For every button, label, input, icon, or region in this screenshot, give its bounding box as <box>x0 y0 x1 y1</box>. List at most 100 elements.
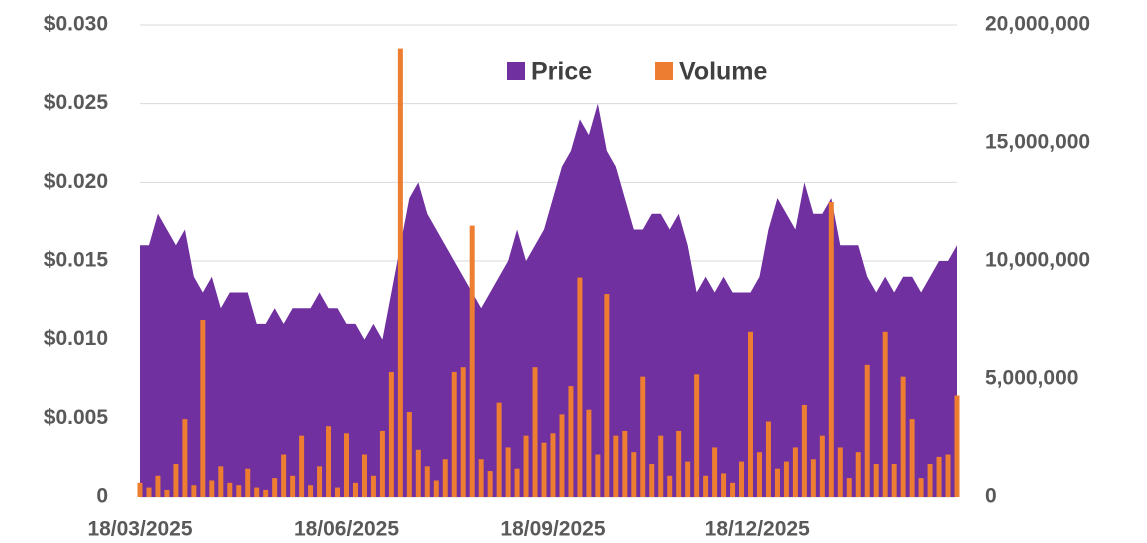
volume-bar <box>209 480 215 497</box>
volume-bar <box>783 461 789 497</box>
volume-bar <box>918 478 924 497</box>
volume-bar <box>721 473 727 497</box>
volume-bar <box>200 320 206 497</box>
volume-bar <box>954 395 960 497</box>
volume-bar <box>712 447 718 497</box>
volume-bar <box>218 466 224 497</box>
volume-bar <box>442 459 448 497</box>
volume-bar <box>927 463 933 497</box>
volume-bar <box>299 435 305 497</box>
volume-bar <box>694 374 700 497</box>
volume-bar <box>361 454 367 497</box>
volume-bar <box>182 419 188 497</box>
volume-bar <box>595 454 601 497</box>
legend-swatch <box>507 62 525 80</box>
volume-bar <box>541 442 547 497</box>
volume-bar <box>586 409 592 497</box>
y-tick-label: $0.005 <box>44 406 109 429</box>
volume-bar <box>945 454 951 497</box>
y2-tick-label: 20,000,000 <box>985 13 1090 36</box>
y-tick-label: $0.030 <box>44 13 108 36</box>
volume-bar <box>155 475 161 497</box>
volume-bar <box>505 447 511 497</box>
volume-bar <box>236 485 242 497</box>
volume-bar <box>164 489 170 497</box>
y-tick-label: 0 <box>96 485 108 508</box>
volume-bar <box>792 447 798 497</box>
volume-bar <box>577 277 583 497</box>
volume-bar <box>469 225 475 497</box>
volume-bar <box>667 475 673 497</box>
volume-bar <box>406 412 412 497</box>
volume-bar <box>837 447 843 497</box>
y-tick-label: $0.010 <box>44 327 108 350</box>
volume-bar <box>433 480 439 497</box>
x-tick-label: 18/06/2025 <box>294 518 399 541</box>
volume-bar <box>613 435 619 497</box>
volume-bar <box>254 487 260 497</box>
volume-bar <box>756 452 762 497</box>
volume-bar <box>936 456 942 497</box>
volume-bar <box>379 430 385 497</box>
volume-bar <box>137 482 143 497</box>
volume-bar <box>487 471 493 497</box>
volume-bar <box>460 367 466 497</box>
volume-bar <box>855 452 861 497</box>
y-tick-label: $0.015 <box>44 249 109 272</box>
legend-label: Volume <box>679 58 768 86</box>
y-tick-label: $0.025 <box>44 91 109 114</box>
y2-tick-label: 5,000,000 <box>985 367 1078 390</box>
volume-bar <box>631 452 637 497</box>
volume-bar <box>514 468 520 497</box>
volume-bar <box>891 463 897 497</box>
x-tick-label: 18/12/2025 <box>705 518 810 541</box>
volume-bar <box>819 435 825 497</box>
volume-bar <box>415 449 421 497</box>
volume-bar <box>451 371 457 497</box>
volume-bar <box>281 454 287 497</box>
volume-bar <box>272 478 278 497</box>
volume-bar <box>676 430 682 497</box>
volume-bar <box>532 367 538 497</box>
y2-tick-label: 0 <box>985 485 997 508</box>
volume-bar <box>703 475 709 497</box>
volume-bar <box>317 466 323 497</box>
volume-bar <box>604 294 610 497</box>
volume-bar <box>846 478 852 497</box>
volume-bar <box>335 487 341 497</box>
volume-bar <box>227 482 233 497</box>
volume-bar <box>263 489 269 497</box>
volume-bar <box>173 463 179 497</box>
volume-bar <box>568 386 574 497</box>
y2-tick-label: 15,000,000 <box>985 131 1090 154</box>
volume-bar <box>478 459 484 497</box>
volume-bar <box>810 459 816 497</box>
volume-bar <box>352 482 358 497</box>
volume-bar <box>882 331 888 497</box>
volume-bar <box>388 371 394 497</box>
volume-bar <box>774 468 780 497</box>
volume-bar <box>622 430 628 497</box>
volume-bar <box>730 482 736 497</box>
y-tick-label: $0.020 <box>44 170 108 193</box>
volume-bar <box>658 435 664 497</box>
volume-bar <box>559 414 565 497</box>
volume-bar <box>343 433 349 497</box>
volume-bar <box>739 461 745 497</box>
volume-bar <box>370 475 376 497</box>
volume-bar <box>649 463 655 497</box>
volume-bar <box>191 485 197 497</box>
legend-label: Price <box>531 58 592 86</box>
volume-bar <box>308 485 314 497</box>
volume-bar <box>290 475 296 497</box>
volume-bar <box>765 421 771 497</box>
volume-bar <box>326 426 332 497</box>
volume-bar <box>640 376 646 497</box>
volume-bar <box>523 435 529 497</box>
x-tick-label: 18/09/2025 <box>500 518 605 541</box>
volume-bar <box>397 48 403 497</box>
x-tick-label: 18/03/2025 <box>87 518 192 541</box>
volume-bar <box>864 364 870 497</box>
price-area <box>140 103 957 498</box>
